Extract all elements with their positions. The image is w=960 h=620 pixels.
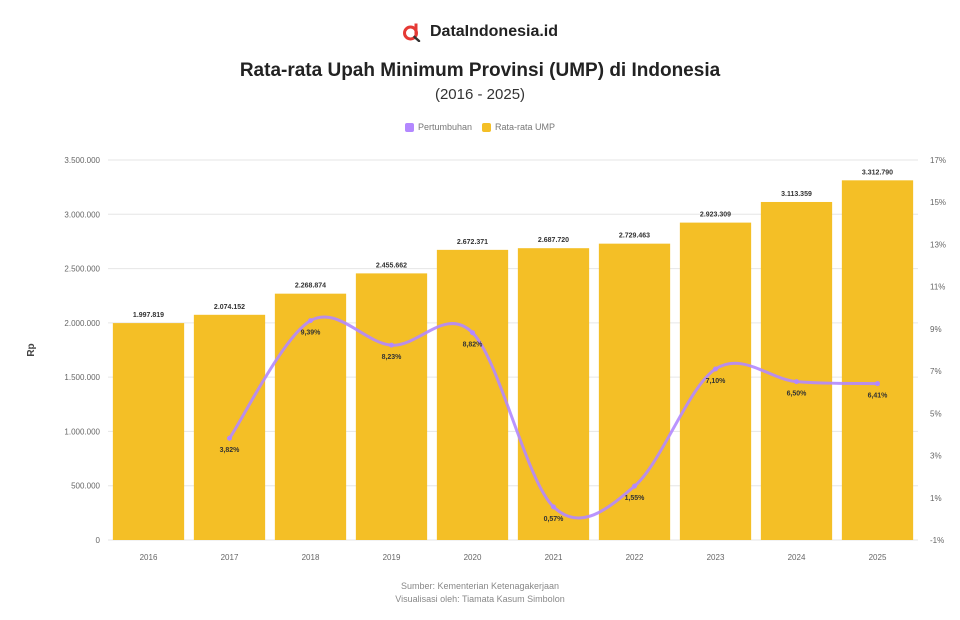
growth-value-label: 0,57% xyxy=(544,516,565,523)
bar-value-label: 2.923.309 xyxy=(700,212,731,219)
y-right-tick-label: 5% xyxy=(930,409,942,418)
growth-point-2017 xyxy=(227,435,232,441)
legend-swatch-pertumbuhan xyxy=(404,122,414,132)
x-tick-label: 2020 xyxy=(464,553,482,562)
bar-2018 xyxy=(274,293,347,540)
growth-point-2023 xyxy=(713,366,718,372)
y-right-tick-label: 1% xyxy=(930,494,942,503)
growth-point-2019 xyxy=(389,342,394,348)
y-right-tick-label: 17% xyxy=(930,156,946,165)
growth-point-2021 xyxy=(551,504,556,510)
magnifier-d-logo-icon xyxy=(402,23,421,42)
y-left-axis-title: Rp xyxy=(26,343,37,356)
growth-line xyxy=(228,315,879,520)
bar-2024 xyxy=(760,201,833,541)
bar-2021 xyxy=(517,248,590,540)
bar-2016 xyxy=(112,323,185,540)
bar-value-label: 2.268.874 xyxy=(295,283,326,290)
bar-2020 xyxy=(436,249,509,540)
x-tick-label: 2017 xyxy=(221,553,239,562)
y-left-tick-label: 500.000 xyxy=(71,482,100,491)
growth-value-label: 6,50% xyxy=(787,391,808,398)
y-right-tick-label: 11% xyxy=(930,283,945,292)
growth-point-2018 xyxy=(308,318,313,324)
x-tick-label: 2023 xyxy=(707,553,725,562)
brand-header: DataIndonesia.id xyxy=(0,22,960,42)
bar-value-label: 2.455.662 xyxy=(376,262,407,269)
growth-point-2024 xyxy=(794,379,799,385)
bar-value-label: 2.672.371 xyxy=(457,239,488,246)
footer-credit: Visualisasi oleh: Tiamata Kasum Simbolon xyxy=(395,594,565,604)
y-left-tick-label: 3.000.000 xyxy=(64,210,100,219)
growth-point-2025 xyxy=(875,381,880,387)
growth-point-2020 xyxy=(470,330,475,336)
growth-value-label: 8,82% xyxy=(463,342,484,349)
bar-value-label: 2.074.152 xyxy=(214,304,245,311)
bar-2025 xyxy=(841,180,914,540)
x-tick-label: 2022 xyxy=(626,553,644,562)
y-left-tick-label: 0 xyxy=(96,536,101,545)
bar-value-label: 2.687.720 xyxy=(538,237,569,244)
x-tick-label: 2025 xyxy=(869,553,887,562)
y-right-tick-label: 15% xyxy=(930,198,946,207)
legend-label-pertumbuhan: Pertumbuhan xyxy=(417,122,472,132)
y-left-tick-label: 2.000.000 xyxy=(64,319,100,328)
growth-value-label: 9,39% xyxy=(301,330,322,337)
chart-subtitle: (2016 - 2025) xyxy=(434,86,526,103)
y-left-tick-label: 1.500.000 xyxy=(64,373,100,382)
legend-item-rata-rata-ump[interactable]: Rata-rata UMP xyxy=(482,122,555,132)
growth-value-label: 8,23% xyxy=(382,354,403,361)
x-tick-label: 2018 xyxy=(302,553,320,562)
footer-source: Sumber: Kementerian Ketenagakerjaan xyxy=(400,581,560,591)
y-left-tick-label: 3.500.000 xyxy=(64,156,100,165)
x-tick-label: 2021 xyxy=(545,553,563,562)
bar-value-label: 2.729.463 xyxy=(619,233,650,240)
legend-label-rata-rata-ump: Rata-rata UMP xyxy=(495,122,556,132)
y-right-tick-label: 9% xyxy=(930,325,942,334)
bar-value-label: 1.997.819 xyxy=(133,312,164,319)
x-tick-label: 2016 xyxy=(140,553,158,562)
chart-title: Rata-rata Upah Minimum Provinsi (UMP) di… xyxy=(239,60,721,81)
bar-2019 xyxy=(355,273,428,540)
x-tick-label: 2024 xyxy=(788,553,806,562)
chart-legend: Pertumbuhan Rata-rata UMP xyxy=(0,122,960,132)
bar-value-label: 3.113.359 xyxy=(781,191,812,198)
legend-item-pertumbuhan[interactable]: Pertumbuhan xyxy=(404,122,472,132)
growth-value-label: 7,10% xyxy=(706,378,727,385)
y-right-tick-label: 13% xyxy=(930,240,946,249)
bar-2022 xyxy=(598,243,671,540)
y-right-tick-label: -1% xyxy=(930,536,944,545)
legend-swatch-rata-rata-ump xyxy=(482,122,491,132)
bar-2017 xyxy=(193,314,266,540)
y-left-tick-label: 2.500.000 xyxy=(64,265,100,274)
y-left-tick-label: 1.000.000 xyxy=(64,427,100,436)
brand-name: DataIndonesia.id xyxy=(429,23,559,40)
growth-value-label: 6,41% xyxy=(868,393,889,400)
growth-value-label: 3,82% xyxy=(220,447,241,454)
growth-point-2022 xyxy=(632,483,637,489)
growth-value-label: 1,55% xyxy=(625,495,646,502)
y-right-tick-label: 3% xyxy=(930,452,942,461)
y-right-tick-label: 7% xyxy=(930,367,942,376)
chart-footer: Sumber: Kementerian Ketenagakerjaan Visu… xyxy=(0,580,960,606)
x-tick-label: 2019 xyxy=(383,553,401,562)
bar-2023 xyxy=(679,222,752,540)
bar-value-label: 3.312.790 xyxy=(862,169,893,176)
